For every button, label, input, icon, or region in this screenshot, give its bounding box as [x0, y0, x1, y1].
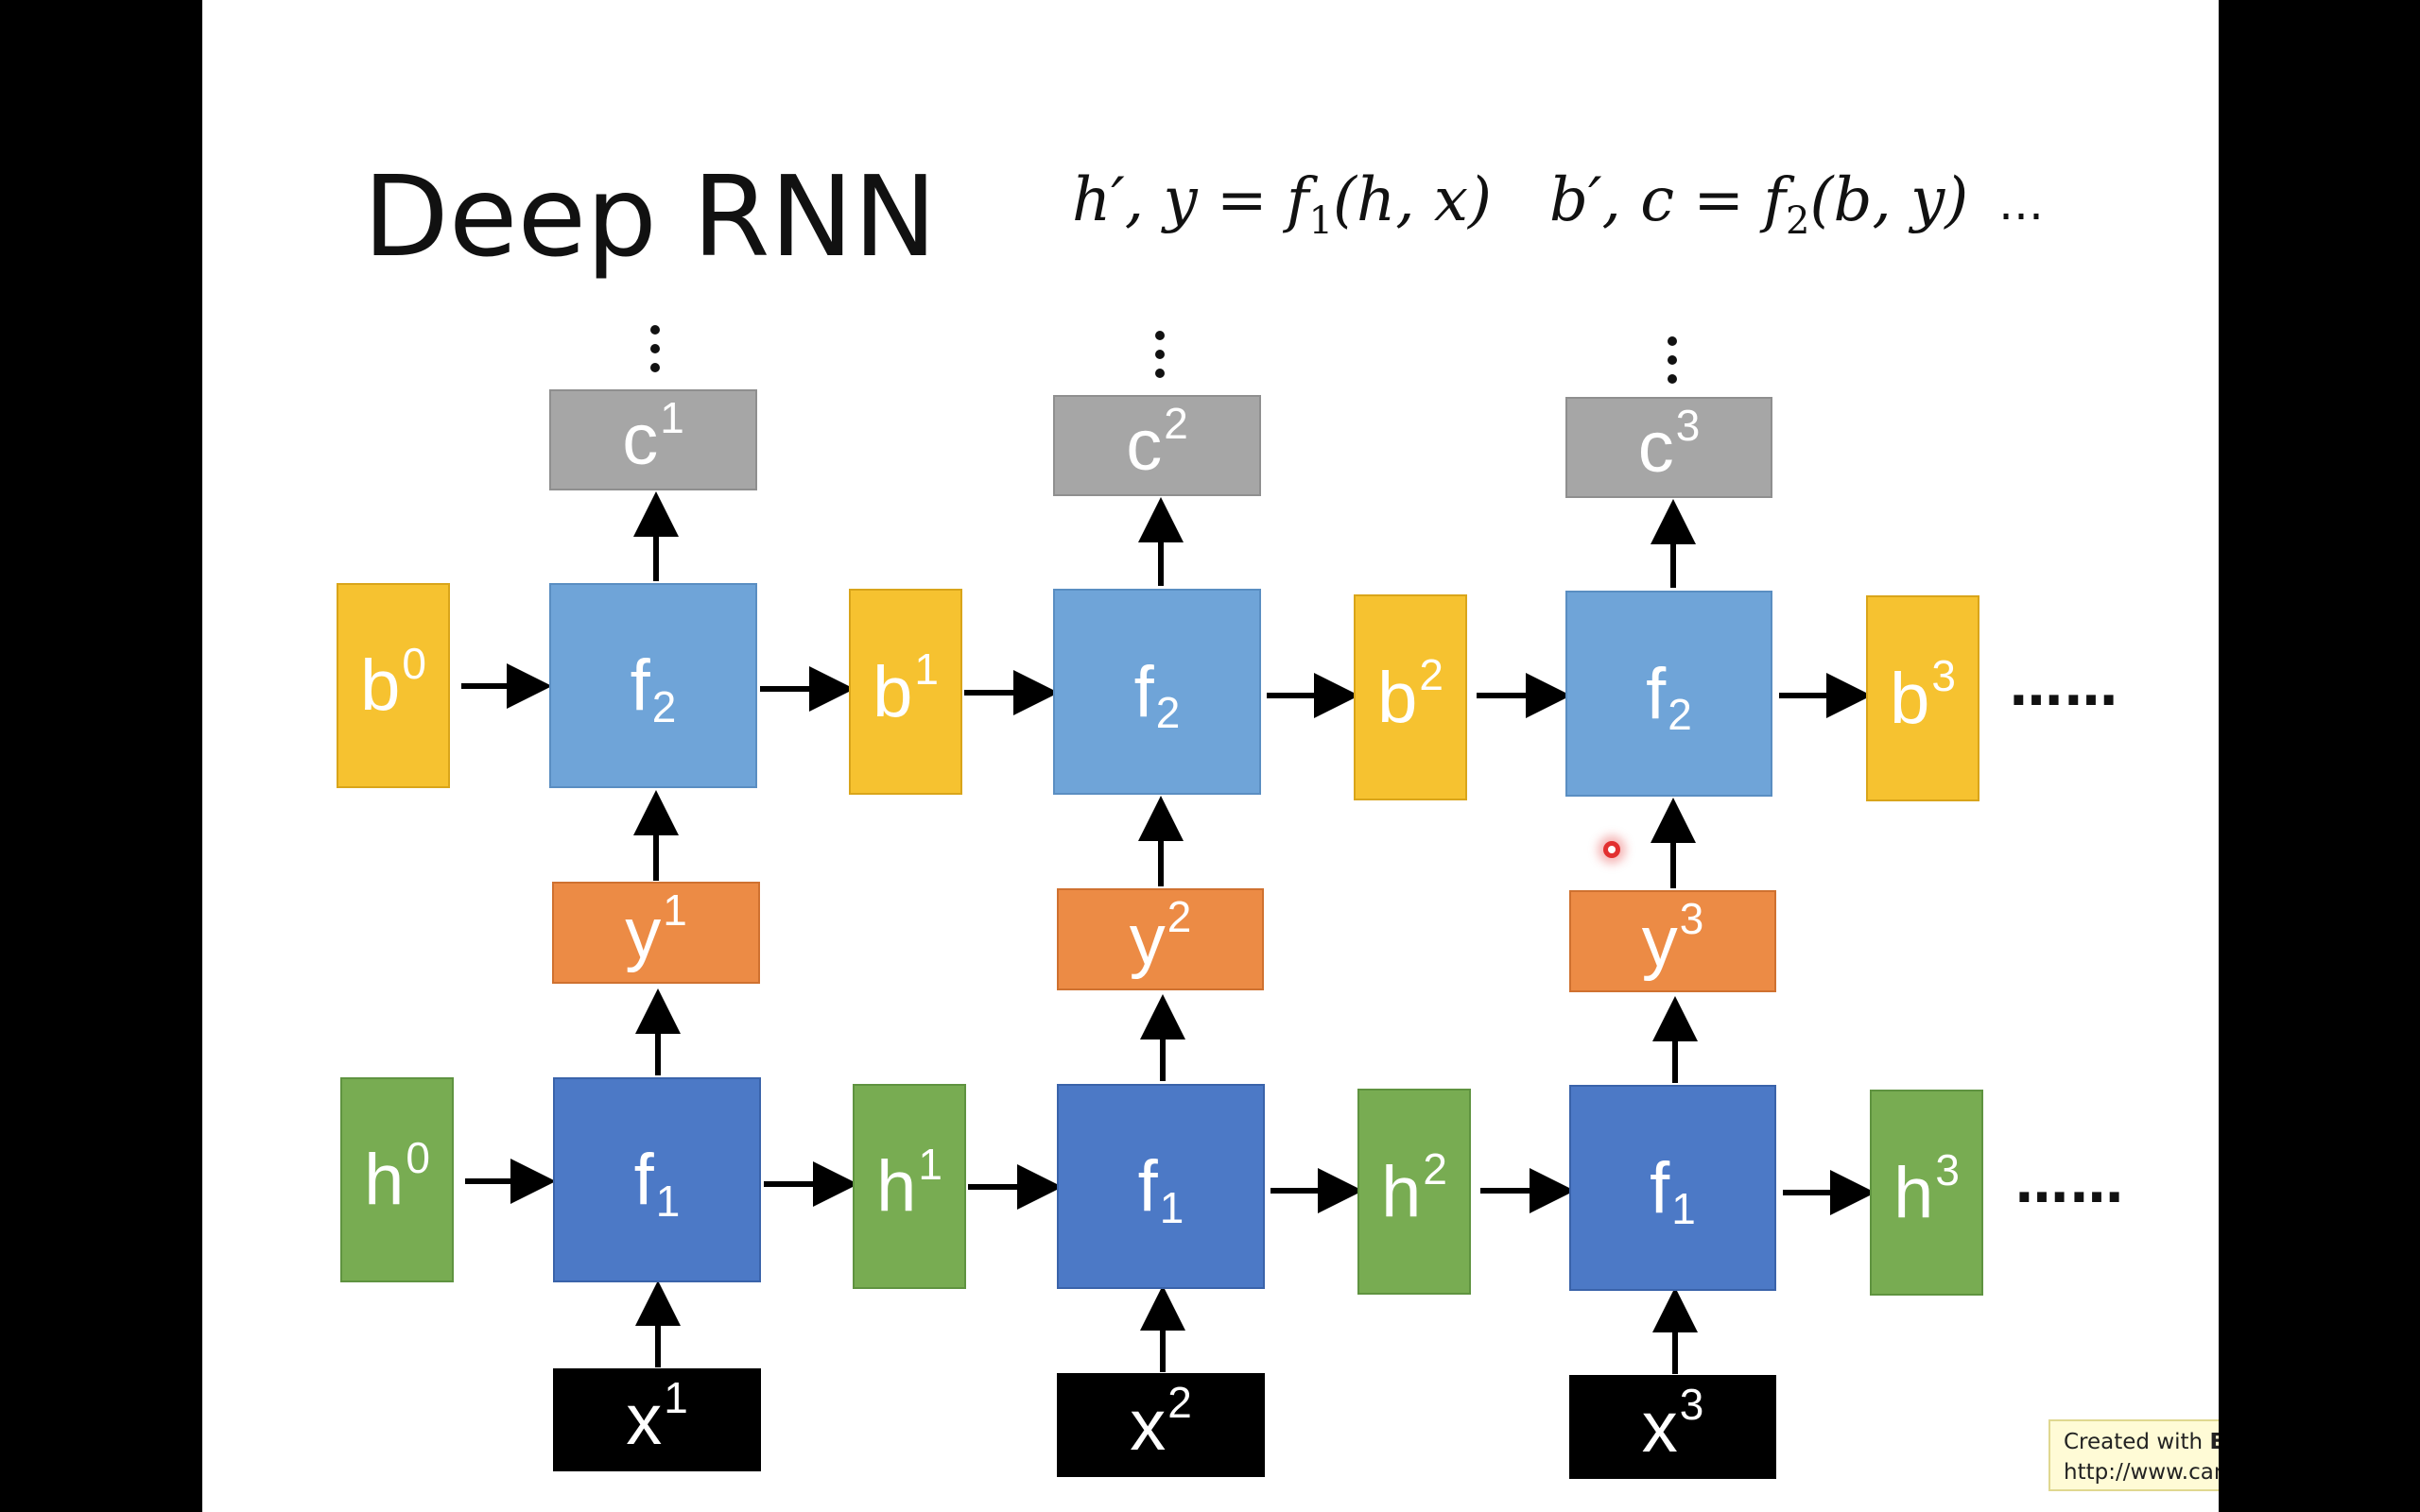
- vertical-ellipsis-1: [650, 325, 662, 372]
- vertical-ellipsis-3: [1668, 336, 1679, 384]
- arrows-layer: [461, 491, 1876, 1374]
- vertical-ellipsis-2: [1155, 331, 1167, 378]
- slide-title: Deep RNN: [363, 151, 937, 282]
- layer1-ellipsis: ……: [2015, 1154, 2125, 1215]
- slide: Deep RNN h′, y = f1(h, x) b′, c = f2(b, …: [202, 0, 2219, 1512]
- evercam-watermark: Created with EverCam. http://www.camdemy…: [2048, 1419, 2219, 1491]
- formula-ellipsis: …: [1998, 178, 2044, 231]
- watermark-line1: Created with EverCam.: [2064, 1430, 2219, 1454]
- layer2-ellipsis: ……: [2010, 657, 2119, 718]
- formula-f1: h′, y = f1(h, x): [1072, 165, 1492, 243]
- formula-f2: b′, c = f2(b, y): [1549, 165, 1969, 243]
- red-pointer-dot-icon: [1603, 841, 1620, 858]
- watermark-url: http://www.camdemy.com: [2064, 1460, 2219, 1485]
